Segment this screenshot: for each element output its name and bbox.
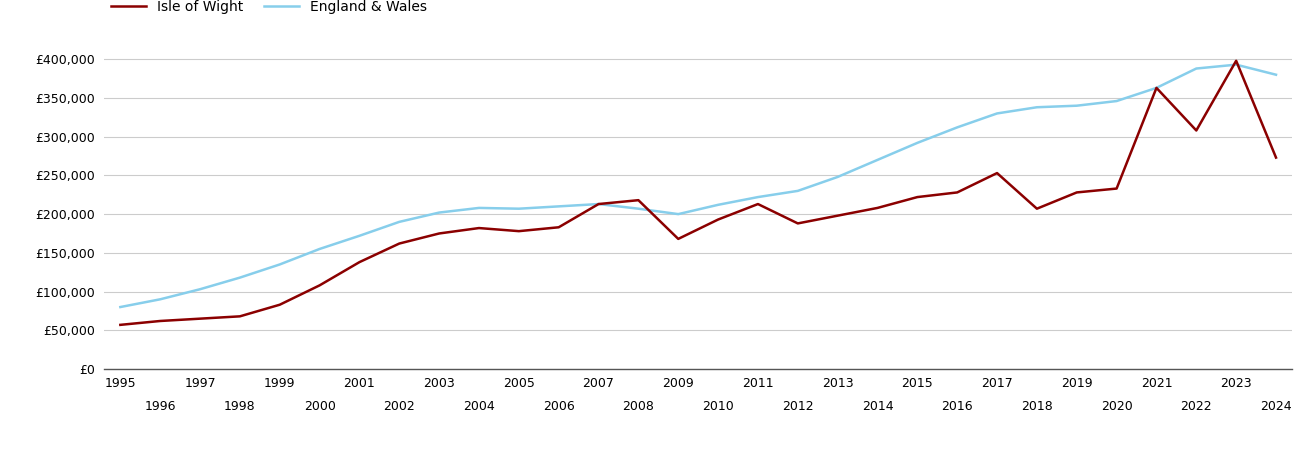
Text: 2016: 2016 xyxy=(941,400,974,413)
Text: 2000: 2000 xyxy=(304,400,335,413)
Text: 2018: 2018 xyxy=(1021,400,1053,413)
Text: 2012: 2012 xyxy=(782,400,813,413)
Text: 2004: 2004 xyxy=(463,400,495,413)
Text: 2014: 2014 xyxy=(861,400,894,413)
Text: 2022: 2022 xyxy=(1181,400,1212,413)
Legend: Isle of Wight, England & Wales: Isle of Wight, England & Wales xyxy=(111,0,427,14)
Text: 2020: 2020 xyxy=(1100,400,1133,413)
Text: 2002: 2002 xyxy=(384,400,415,413)
Text: 2006: 2006 xyxy=(543,400,574,413)
Text: 2010: 2010 xyxy=(702,400,733,413)
Text: 2024: 2024 xyxy=(1261,400,1292,413)
Text: 2008: 2008 xyxy=(622,400,654,413)
Text: 1996: 1996 xyxy=(145,400,176,413)
Text: 1998: 1998 xyxy=(224,400,256,413)
